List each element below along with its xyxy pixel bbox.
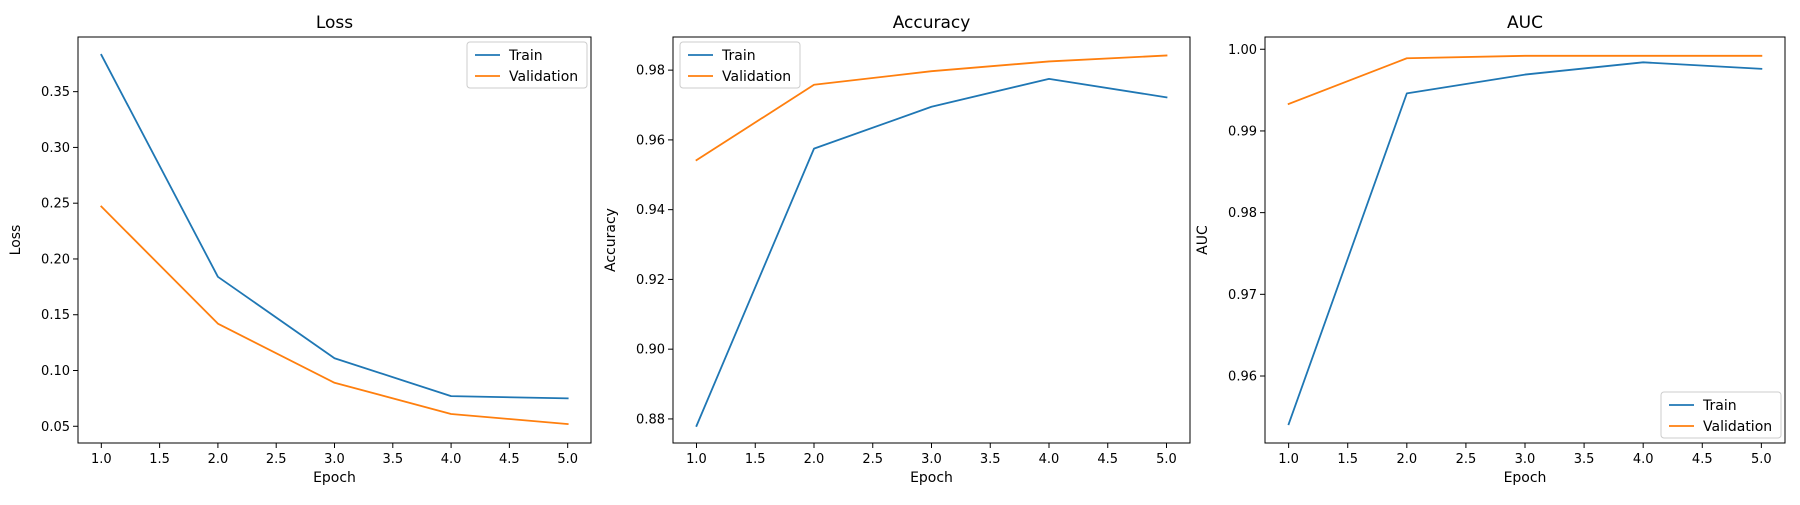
chart-panel-2: Accuracy 1.0 1.5 2.0 2.5 3.0 3.5 4.0 4.5 5.0 0.88 0…: [603, 13, 1191, 486]
x-tick-label: 3.0: [324, 452, 345, 467]
x-tick-label: 5.0: [1156, 452, 1177, 467]
x-tick-label: 2.0: [208, 452, 229, 467]
y-tick-label: 0.35: [41, 85, 70, 100]
series-line-train: [1287, 61, 1763, 426]
x-tick-label: 4.0: [1039, 452, 1060, 467]
chart-title: Accuracy: [893, 13, 971, 33]
legend-label-train: Train: [721, 48, 756, 64]
series-line-validation: [100, 205, 569, 426]
legend-label-validation: Validation: [1703, 419, 1772, 435]
chart-title: Loss: [316, 13, 353, 33]
x-tick-label: 5.0: [557, 452, 578, 467]
y-axis-label: Accuracy: [603, 208, 619, 272]
x-tick-label: 3.0: [1515, 452, 1536, 467]
x-tick-label: 2.5: [266, 452, 287, 467]
x-tick-label: 1.5: [1337, 452, 1358, 467]
x-tick-label: 4.0: [1633, 452, 1654, 467]
x-axis-label: Epoch: [313, 470, 356, 486]
legend: Train Validation: [679, 41, 801, 89]
plot-frame: [1264, 36, 1786, 444]
x-tick-label: 3.5: [980, 452, 1001, 467]
y-tick-label: 0.98: [1228, 206, 1257, 221]
y-tick-label: 0.10: [41, 364, 70, 379]
legend-label-validation: Validation: [509, 69, 578, 85]
x-tick-label: 2.5: [862, 452, 883, 467]
x-tick-label: 3.5: [382, 452, 403, 467]
y-tick-label: 0.88: [636, 412, 665, 427]
x-tick-label: 1.5: [149, 452, 170, 467]
y-tick-label: 0.98: [636, 64, 665, 79]
y-tick-label: 0.20: [41, 252, 70, 267]
series-line-validation: [1287, 54, 1763, 106]
legend: Train Validation: [1660, 391, 1782, 439]
chart-panel-1: Loss 1.0 1.5 2.0 2.5 3.0 3.5 4.0 4.5 5.0 0.05 0.10 0…: [8, 13, 592, 486]
x-axis-label: Epoch: [910, 470, 953, 486]
x-tick-label: 2.5: [1456, 452, 1477, 467]
x-axis-label: Epoch: [1504, 470, 1547, 486]
legend: Train Validation: [466, 41, 588, 89]
y-tick-label: 0.96: [636, 133, 665, 148]
y-tick-label: 0.05: [41, 420, 70, 435]
series-line-train: [100, 53, 569, 400]
x-tick-label: 2.0: [1396, 452, 1417, 467]
plot-frame: [672, 36, 1191, 444]
x-tick-label: 4.5: [499, 452, 520, 467]
y-tick-label: 0.90: [636, 343, 665, 358]
y-tick-label: 0.96: [1228, 370, 1257, 385]
y-axis-label: Loss: [8, 225, 24, 256]
x-tick-label: 1.0: [91, 452, 112, 467]
x-tick-label: 4.5: [1097, 452, 1118, 467]
y-tick-label: 0.99: [1228, 124, 1257, 139]
x-tick-label: 5.0: [1751, 452, 1772, 467]
y-tick-label: 0.15: [41, 308, 70, 323]
y-tick-label: 0.25: [41, 197, 70, 212]
y-tick-label: 0.94: [636, 203, 665, 218]
x-tick-label: 4.5: [1692, 452, 1713, 467]
x-tick-label: 1.5: [745, 452, 766, 467]
x-tick-label: 2.0: [804, 452, 825, 467]
legend-label-train: Train: [508, 48, 543, 64]
x-tick-label: 3.5: [1574, 452, 1595, 467]
y-tick-label: 1.00: [1228, 43, 1257, 58]
series-line-train: [695, 77, 1168, 428]
legend-label-train: Train: [1702, 398, 1737, 414]
x-tick-label: 3.0: [921, 452, 942, 467]
y-tick-label: 0.97: [1228, 288, 1257, 303]
x-tick-label: 1.0: [686, 452, 707, 467]
y-tick-label: 0.92: [636, 273, 665, 288]
y-axis-label: AUC: [1195, 225, 1211, 255]
x-tick-label: 4.0: [441, 452, 462, 467]
legend-label-validation: Validation: [722, 69, 791, 85]
chart-title: AUC: [1507, 13, 1543, 33]
y-tick-label: 0.30: [41, 141, 70, 156]
chart-panel-3: AUC 1.0 1.5 2.0 2.5 3.0 3.5 4.0 4.5 5.0 0.96 0.97 0.…: [1195, 13, 1786, 486]
x-tick-label: 1.0: [1278, 452, 1299, 467]
series-line-validation: [695, 54, 1168, 162]
